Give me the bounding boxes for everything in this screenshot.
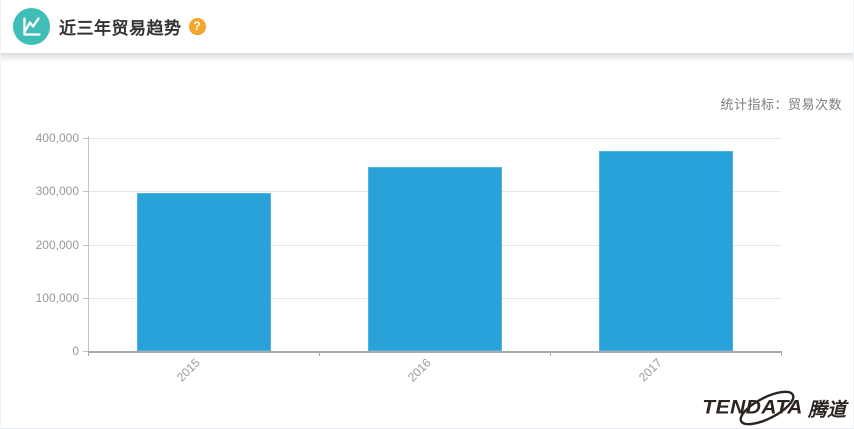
y-axis-tick [83, 191, 88, 192]
x-axis-tick [319, 351, 320, 356]
y-axis-tick [83, 298, 88, 299]
x-axis-tick [550, 351, 551, 356]
x-axis-tick [781, 351, 782, 356]
logo-text-en: TENDATA [702, 396, 803, 419]
y-axis-tick-label: 300,000 [35, 184, 79, 198]
bar-2016[interactable] [368, 167, 502, 351]
card-header: 近三年贸易趋势 ? [1, 0, 853, 53]
header-divider [1, 53, 853, 63]
card-title: 近三年贸易趋势 [59, 19, 182, 38]
bar-chart: 0 100,000 200,000 300,000 400,000 2015 2016 201… [1, 60, 853, 428]
trend-chart-icon [13, 8, 50, 45]
x-axis-label-2017: 2017 [635, 355, 665, 385]
y-axis-tick [83, 351, 88, 352]
x-axis-label-2015: 2015 [173, 355, 203, 385]
logo-text-zh: 腾道 [807, 399, 846, 421]
statistic-indicator-label: 统计指标：贸易次数 [720, 97, 842, 112]
y-axis-line [88, 136, 89, 351]
bar-2017[interactable] [599, 151, 733, 351]
x-axis-line [88, 351, 782, 353]
y-axis-tick-label: 0 [72, 344, 79, 358]
y-axis-tick-label: 100,000 [35, 291, 79, 305]
bar-2015[interactable] [137, 193, 271, 351]
tendata-logo: TENDATA 腾道 [702, 390, 846, 426]
y-axis-tick [83, 138, 88, 139]
y-axis-tick-label: 200,000 [35, 238, 79, 252]
x-axis-label-2016: 2016 [404, 355, 434, 385]
y-axis-tick [83, 245, 88, 246]
help-icon[interactable]: ? [188, 18, 206, 35]
gridline-400,000 [88, 138, 781, 139]
x-axis-tick [88, 351, 89, 356]
y-axis-tick-label: 400,000 [35, 131, 79, 145]
